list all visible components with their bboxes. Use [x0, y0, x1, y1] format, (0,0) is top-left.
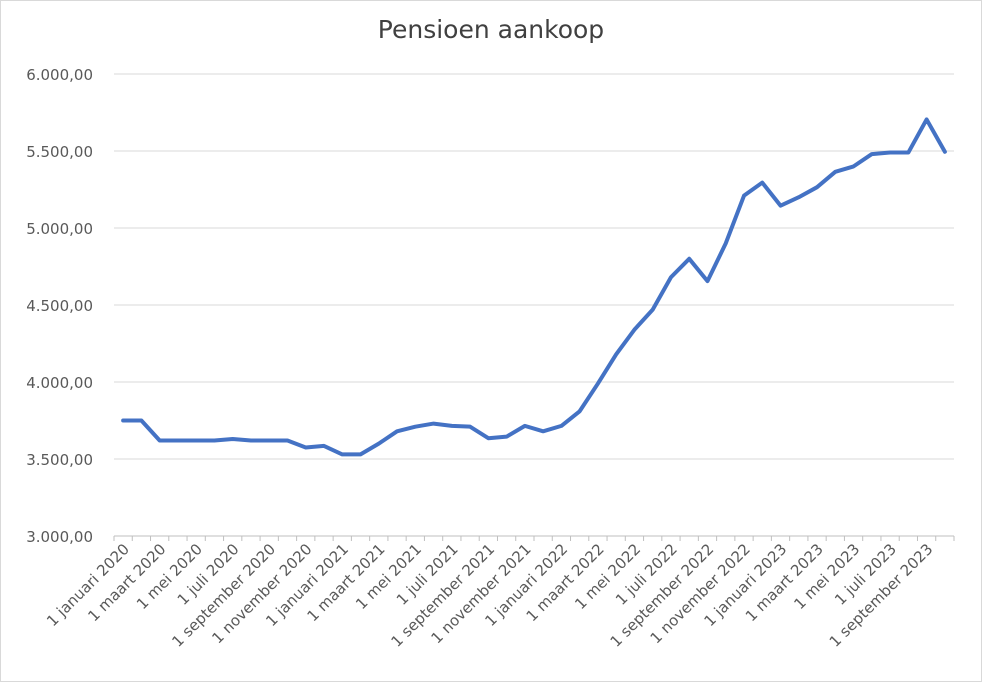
data-point	[359, 452, 363, 456]
data-point	[304, 445, 308, 449]
y-tick-label: 3.000,00	[26, 528, 93, 546]
data-point	[797, 195, 801, 199]
data-point	[888, 151, 892, 155]
data-point	[614, 352, 618, 356]
data-point	[852, 164, 856, 168]
data-point	[249, 439, 253, 443]
data-point	[906, 151, 910, 155]
y-axis-tick-labels: 3.000,00 3.500,00 4.000,00 4.500,00 5.000,00…	[26, 66, 93, 546]
data-point	[322, 444, 326, 448]
data-point	[815, 185, 819, 189]
y-tick-label: 5.500,00	[26, 143, 93, 161]
data-point	[541, 429, 545, 433]
data-point	[340, 452, 344, 456]
data-point	[450, 424, 454, 428]
data-point	[139, 419, 143, 423]
data-point	[158, 439, 162, 443]
x-axis	[113, 535, 955, 541]
y-tick-label: 3.500,00	[26, 451, 93, 469]
data-point	[596, 382, 600, 386]
data-point	[121, 419, 125, 423]
data-point	[760, 181, 764, 185]
data-point	[432, 422, 436, 426]
data-point	[413, 425, 417, 429]
data-point	[925, 117, 929, 121]
data-point	[833, 170, 837, 174]
data-point	[395, 429, 399, 433]
data-point	[176, 439, 180, 443]
data-point	[632, 328, 636, 332]
series-layer	[121, 117, 947, 457]
data-point	[779, 204, 783, 208]
data-point	[523, 424, 527, 428]
y-tick-label: 4.000,00	[26, 374, 93, 392]
y-tick-label: 6.000,00	[26, 66, 93, 84]
data-point	[669, 275, 673, 279]
data-point	[194, 439, 198, 443]
y-tick-label: 5.000,00	[26, 220, 93, 238]
data-point	[468, 425, 472, 429]
data-point	[724, 241, 728, 245]
data-point	[705, 279, 709, 283]
data-point	[505, 435, 509, 439]
data-point	[486, 436, 490, 440]
data-point	[651, 308, 655, 312]
data-point	[212, 439, 216, 443]
data-point	[377, 442, 381, 446]
data-point	[285, 439, 289, 443]
data-point	[578, 409, 582, 413]
gridlines	[114, 73, 954, 460]
series-line	[121, 117, 947, 457]
chart-title: Pensioen aankoop	[377, 15, 605, 44]
data-point	[231, 437, 235, 441]
data-point	[267, 439, 271, 443]
data-point	[559, 424, 563, 428]
data-point	[687, 257, 691, 261]
data-point	[943, 150, 947, 154]
data-point	[742, 194, 746, 198]
data-point	[870, 152, 874, 156]
y-tick-label: 4.500,00	[26, 297, 93, 315]
